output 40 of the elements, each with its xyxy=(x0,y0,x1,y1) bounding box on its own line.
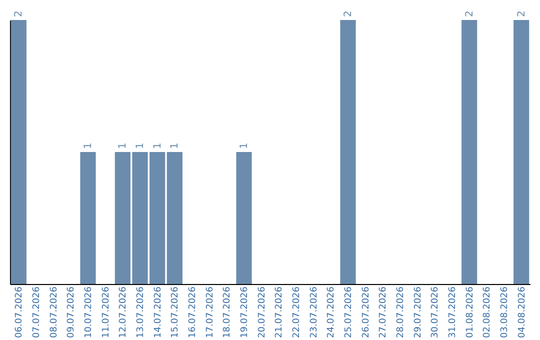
x-tick-label: 18.07.2026 xyxy=(222,286,233,338)
x-tick-label: 10.07.2026 xyxy=(84,286,94,338)
x-tick-label: 17.07.2026 xyxy=(205,286,216,338)
x-tick-label: 01.08.2026 xyxy=(465,286,476,338)
x-tick-label: 19.07.2026 xyxy=(240,286,250,338)
x-tick-label: 15.07.2026 xyxy=(170,286,181,338)
x-tick-label: 13.07.2026 xyxy=(136,286,146,338)
x-tick-label: 20.07.2026 xyxy=(257,286,268,338)
x-tick-label: 14.07.2026 xyxy=(153,286,164,338)
x-tick-label: 24.07.2026 xyxy=(326,286,337,338)
data-label: 1 xyxy=(135,142,146,149)
x-tick-label: 04.08.2026 xyxy=(517,286,528,338)
x-tick-label: 25.07.2026 xyxy=(344,286,354,338)
data-label: 2 xyxy=(343,10,354,17)
x-tick-label: 07.07.2026 xyxy=(32,286,42,338)
data-label: 2 xyxy=(464,10,476,17)
data-label: 1 xyxy=(239,142,250,149)
x-tick-label: 02.08.2026 xyxy=(482,286,493,338)
x-tick-label: 12.07.2026 xyxy=(118,286,129,338)
data-label: 1 xyxy=(152,142,164,149)
data-label: 1 xyxy=(170,142,181,149)
x-tick-label: 08.07.2026 xyxy=(49,286,60,338)
data-label: 2 xyxy=(516,10,528,17)
data-label: 1 xyxy=(83,142,94,149)
x-tick-label: 21.07.2026 xyxy=(274,286,285,338)
x-tick-label: 22.07.2026 xyxy=(292,286,302,338)
data-label: 1 xyxy=(118,142,129,149)
x-tick-label: 29.07.2026 xyxy=(413,286,424,338)
x-tick-label: 31.07.2026 xyxy=(448,286,458,338)
x-tick-label: 26.07.2026 xyxy=(361,286,372,338)
x-tick-label: 11.07.2026 xyxy=(101,286,112,338)
x-tick-label: 06.07.2026 xyxy=(14,286,25,338)
x-tick-label: 09.07.2026 xyxy=(66,286,77,338)
x-tick-label: 28.07.2026 xyxy=(396,286,406,338)
x-tick-label: 27.07.2026 xyxy=(378,286,389,338)
x-tick-label: 16.07.2026 xyxy=(188,286,198,338)
x-tick-label: 30.07.2026 xyxy=(430,286,441,338)
x-tick-label: 23.07.2026 xyxy=(309,286,320,338)
data-label: 2 xyxy=(14,10,25,17)
x-tick-label: 03.08.2026 xyxy=(500,286,510,338)
